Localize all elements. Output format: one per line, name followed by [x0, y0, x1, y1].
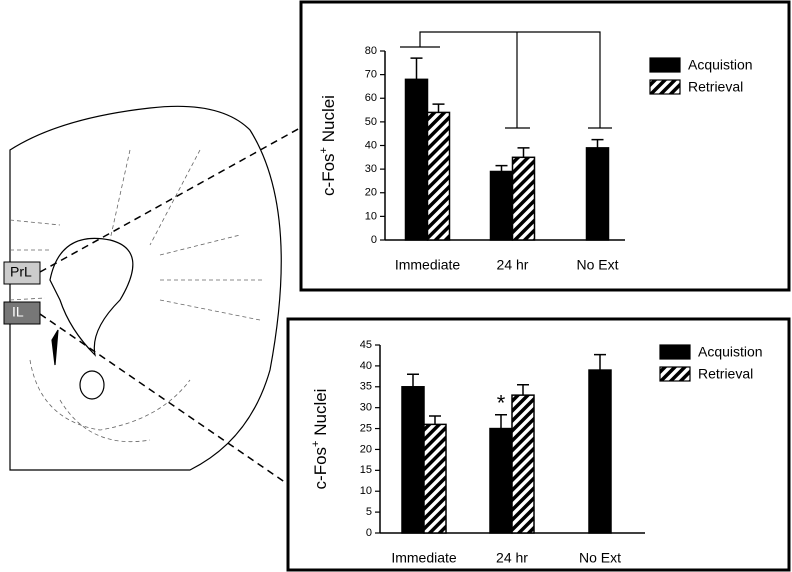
y-tick-label: 70	[365, 69, 377, 81]
error-bar	[495, 414, 507, 429]
y-axis-title: c-Fos+ Nuclei	[310, 389, 331, 490]
bar	[489, 427, 513, 534]
region-label: IL	[12, 304, 24, 320]
legend-swatch	[659, 344, 691, 360]
bar	[404, 78, 429, 241]
error-bar	[429, 415, 441, 425]
bar	[426, 111, 451, 241]
y-tick-label: 25	[360, 422, 372, 434]
x-tick-label: 24 hr	[497, 257, 529, 273]
annotation: *	[497, 391, 506, 416]
y-tick-label: 15	[360, 464, 372, 476]
bar	[423, 423, 447, 534]
error-bar	[495, 164, 508, 172]
error-bar	[517, 147, 530, 158]
legend-label: Retrieval	[688, 79, 743, 95]
y-axis-title-part: +	[310, 441, 322, 447]
y-tick-label: 60	[365, 92, 377, 104]
y-axis-title-part: Nuclei	[311, 389, 330, 441]
bar	[585, 147, 610, 241]
legend-label: Acquistion	[688, 57, 753, 73]
bar	[511, 394, 535, 534]
y-tick-label: 30	[360, 402, 372, 414]
error-bar	[410, 57, 423, 80]
y-axis-title-part: c-Fos	[319, 153, 338, 196]
y-tick-label: 80	[365, 45, 377, 57]
significance-bracket	[400, 31, 612, 129]
y-tick-label: 40	[360, 360, 372, 372]
y-tick-label: 50	[365, 116, 377, 128]
y-tick-label: 5	[366, 506, 372, 518]
connector	[39, 127, 301, 273]
y-tick-label: 20	[360, 443, 372, 455]
y-tick-label: 10	[360, 485, 372, 497]
error-bar	[432, 103, 445, 113]
y-tick-label: 35	[360, 381, 372, 393]
y-axis-title-part: c-Fos	[311, 447, 330, 490]
x-tick-label: Immediate	[391, 550, 457, 566]
legend-swatch	[649, 57, 681, 73]
y-axis-title-part: +	[318, 147, 330, 153]
y-tick-label: 20	[365, 187, 377, 199]
y-tick-label: 30	[365, 163, 377, 175]
legend-swatch	[649, 79, 681, 95]
error-bar	[594, 353, 606, 371]
region-label: PrL	[10, 264, 32, 280]
y-tick-label: 0	[371, 234, 377, 246]
error-bar	[407, 373, 419, 387]
x-tick-label: Immediate	[395, 257, 461, 273]
y-tick-label: 40	[365, 139, 377, 151]
y-axis-title-part: Nuclei	[319, 95, 338, 147]
panel	[286, 317, 791, 572]
y-tick-label: 10	[365, 210, 377, 222]
error-bar	[591, 138, 604, 148]
legend-swatch	[659, 366, 691, 382]
bar	[511, 156, 536, 241]
x-tick-label: No Ext	[579, 550, 621, 566]
y-tick-label: 0	[366, 527, 372, 539]
y-axis-title: c-Fos+ Nuclei	[318, 95, 339, 196]
panel	[299, 0, 791, 292]
prl-box	[3, 261, 41, 285]
legend-label: Acquistion	[698, 344, 763, 360]
x-tick-label: 24 hr	[496, 550, 528, 566]
bar	[489, 170, 514, 241]
bar	[401, 386, 425, 534]
y-tick-label: 45	[360, 339, 372, 351]
il-box	[3, 301, 41, 325]
legend-label: Retrieval	[698, 366, 753, 382]
bar	[588, 369, 612, 534]
error-bar	[517, 383, 529, 396]
connector	[39, 313, 290, 486]
brain-section	[9, 105, 282, 471]
x-tick-label: No Ext	[576, 257, 618, 273]
